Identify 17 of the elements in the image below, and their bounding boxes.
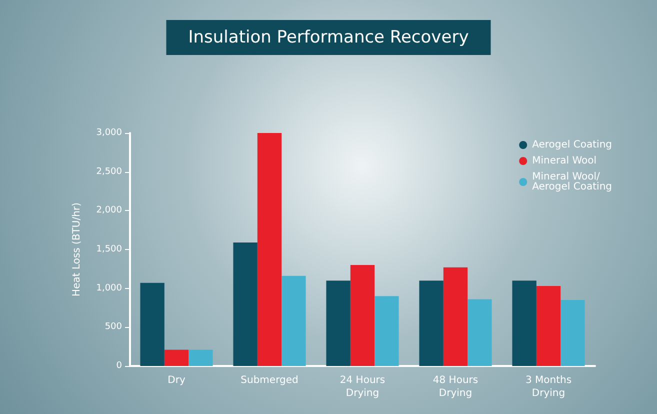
chart-title: Insulation Performance Recovery <box>188 28 469 48</box>
y-tick-label: 0 <box>116 361 122 371</box>
x-tick-label: 24 Hours Drying <box>340 375 386 399</box>
y-axis-title: Heat Loss (BTU/hr) <box>72 202 82 296</box>
legend-label: Mineral Wool <box>532 156 597 166</box>
y-tick-label: 2,000 <box>96 206 122 216</box>
y-tick-label: 1,500 <box>96 244 122 254</box>
y-tick-label: 3,000 <box>96 128 122 138</box>
y-tick-label: 500 <box>104 322 122 332</box>
x-tick-label: Dry <box>168 375 186 386</box>
x-tick-label: 3 Months Drying <box>525 375 572 399</box>
x-tick-label: Submerged <box>240 375 298 386</box>
x-tick-label: 48 Hours Drying <box>432 375 478 399</box>
legend-label: Aerogel Coating <box>532 140 612 150</box>
y-tick-label: 1,000 <box>96 283 122 294</box>
y-tick-label: 2,500 <box>96 166 122 177</box>
legend-label: Mineral Wool/ Aerogel Coating <box>532 172 612 192</box>
